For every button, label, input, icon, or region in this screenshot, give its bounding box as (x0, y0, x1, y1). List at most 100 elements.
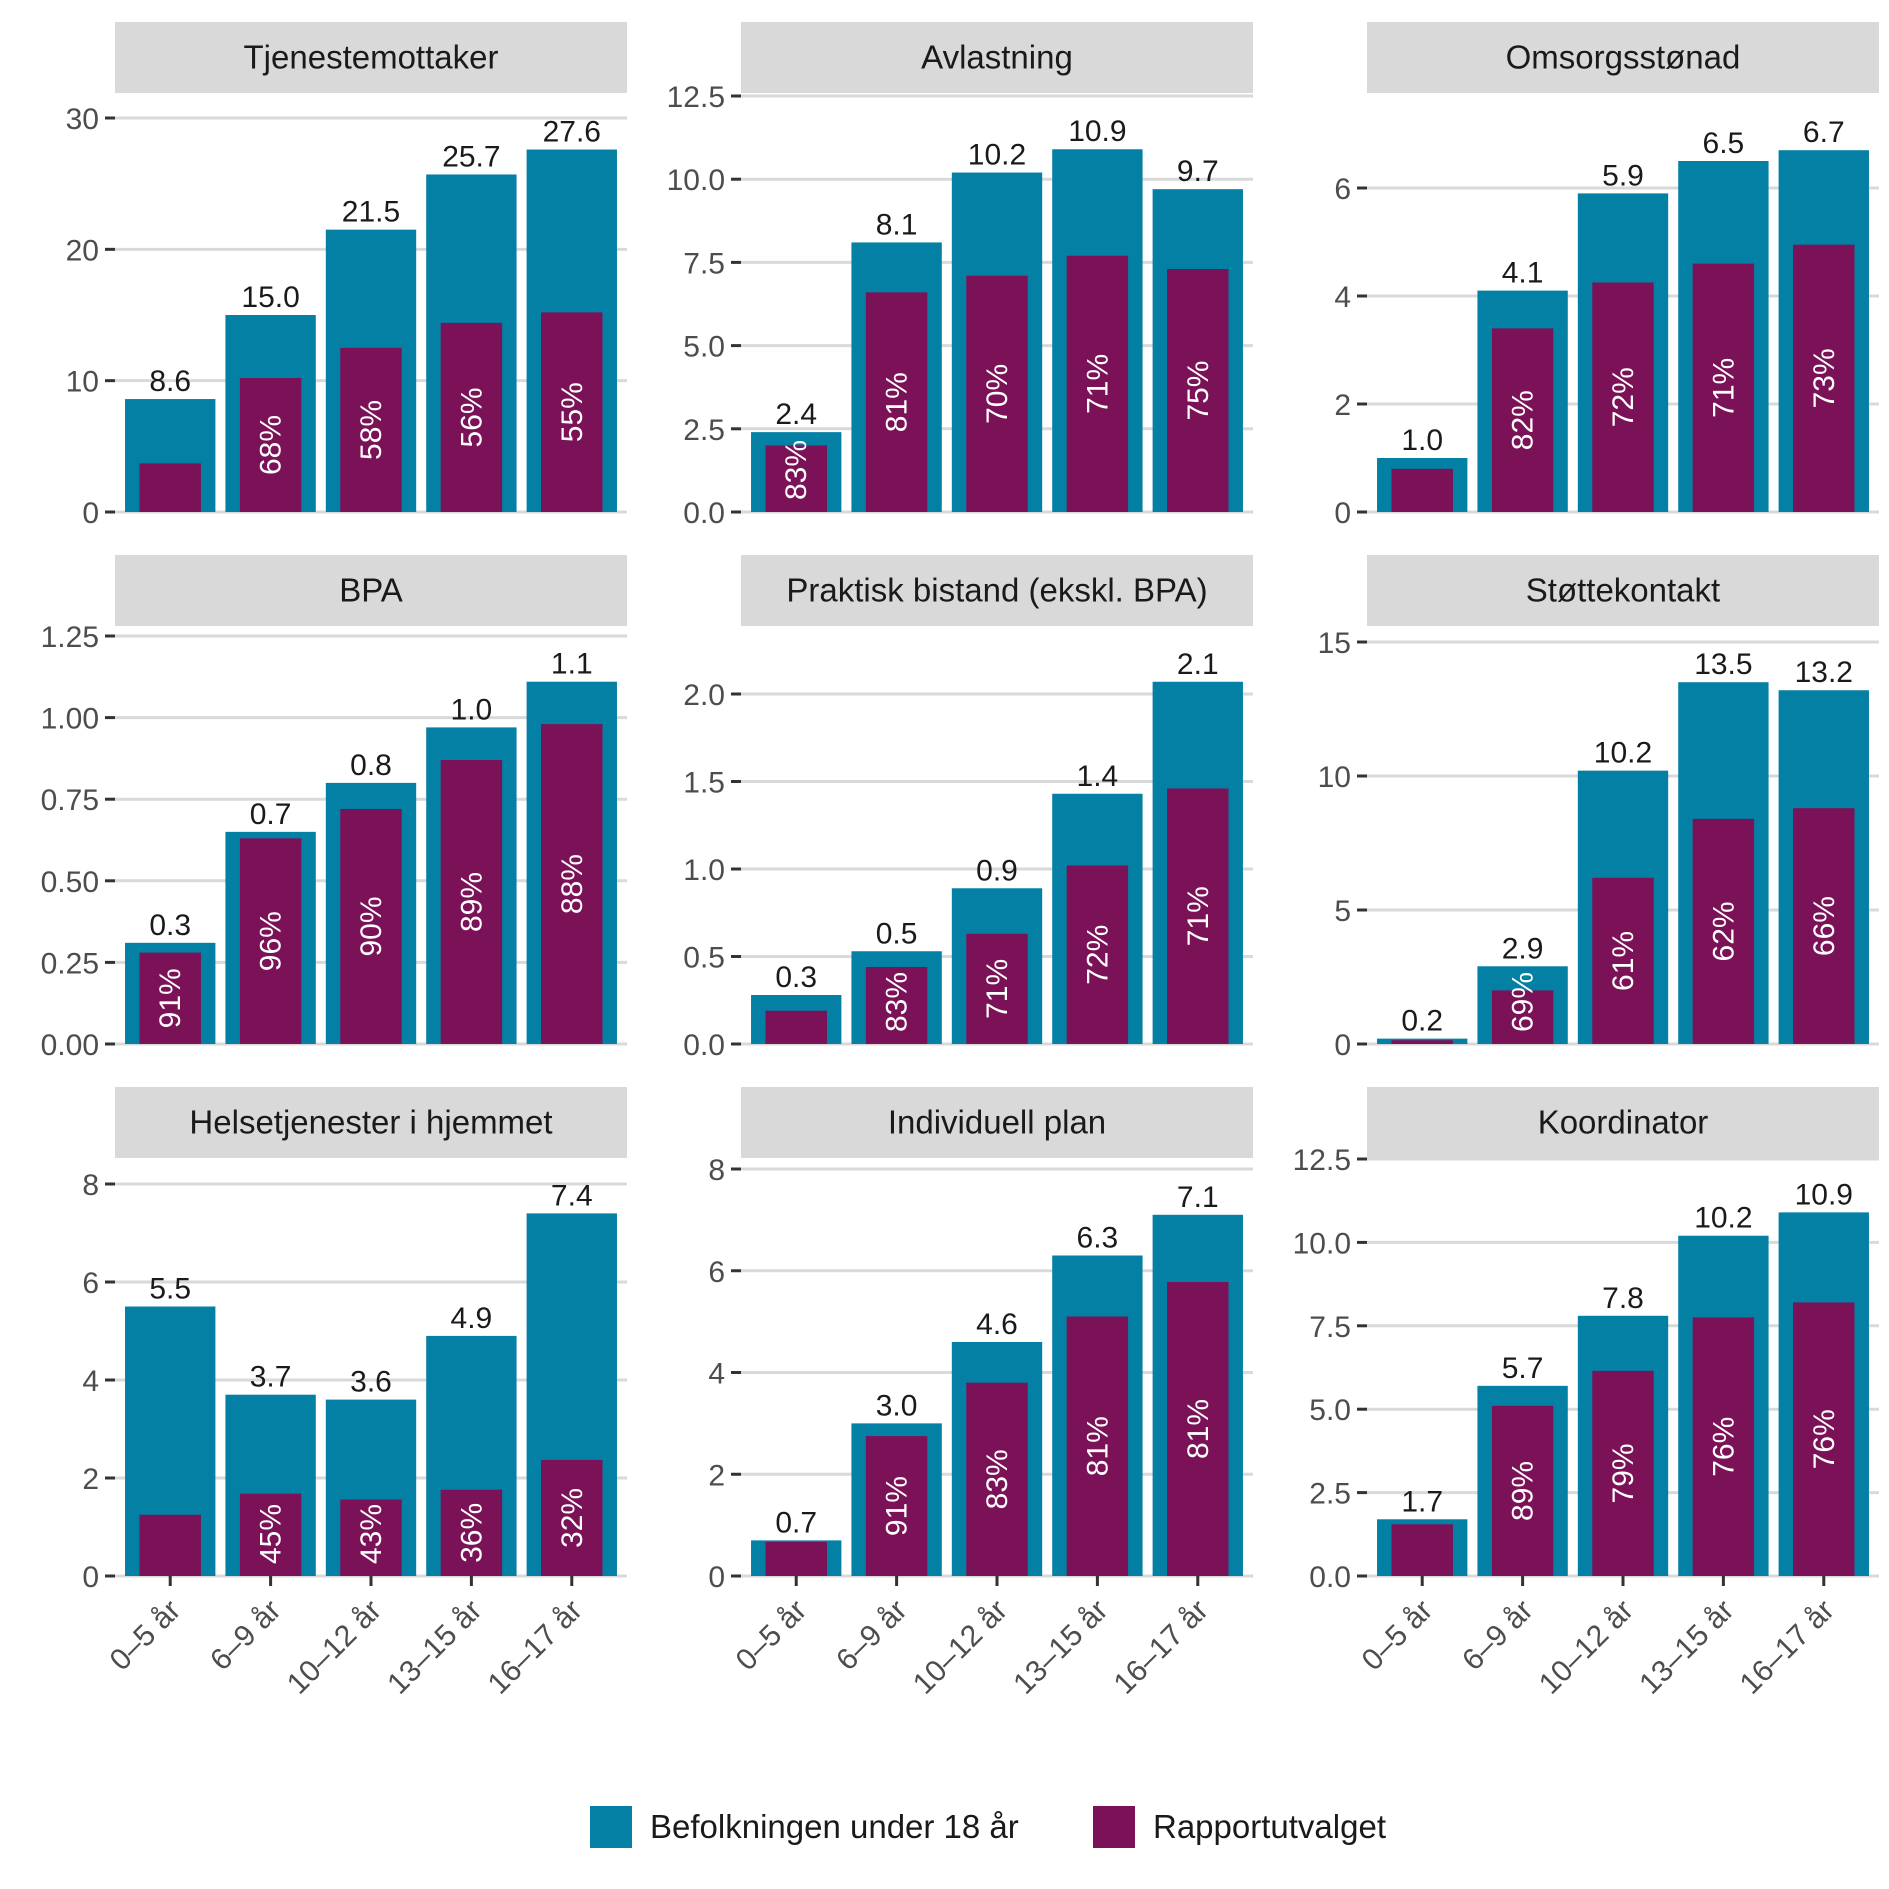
sample-percent-label: 43% (355, 1504, 388, 1564)
y-tick-label: 0 (1334, 497, 1351, 530)
sample-bar (966, 275, 1028, 512)
x-tick-label: 10–12 år (1533, 1594, 1640, 1701)
facet-title: Individuell plan (888, 1104, 1106, 1141)
sample-bar (865, 1436, 928, 1576)
y-tick-label: 0.5 (683, 942, 725, 975)
population-value-label: 3.0 (876, 1389, 918, 1422)
population-value-label: 13.5 (1694, 648, 1752, 681)
population-value-label: 10.9 (1795, 1178, 1853, 1211)
y-tick-label: 7.5 (683, 247, 725, 280)
population-value-label: 8.1 (876, 208, 918, 241)
x-tick-label: 16–17 år (1734, 1594, 1841, 1701)
sample-percent-label: 66% (1808, 896, 1841, 956)
sample-bar (1793, 1302, 1855, 1576)
y-tick-label: 4 (708, 1358, 725, 1391)
sample-percent-label: 91% (881, 1476, 914, 1536)
sample-percent-label: 68% (255, 415, 288, 475)
sample-percent-label: 58% (355, 400, 388, 460)
sample-bar (765, 1541, 827, 1576)
sample-bar (1793, 244, 1855, 512)
sample-bar (440, 760, 503, 1044)
sample-percent-label: 81% (881, 372, 914, 432)
sample-percent-label: 96% (255, 911, 288, 971)
sample-bar (1491, 990, 1554, 1044)
y-tick-label: 2.5 (1309, 1478, 1351, 1511)
y-tick-label: 7.5 (1309, 1311, 1351, 1344)
legend-label-sample: Rapportutvalget (1153, 1808, 1386, 1845)
facet-panel-9: Koordinator 0.0 2.5 5.0 7.5 10.0 12.5 1.7 0–5 år… (1293, 1087, 1879, 1701)
population-value-label: 15.0 (241, 281, 299, 314)
sample-bar (139, 952, 201, 1044)
sample-percent-label: 75% (1182, 361, 1215, 421)
facet-panel-2: Avlastning 0.0 2.5 5.0 7.5 10.0 12.5 2.4 83% 8.1 8… (667, 22, 1253, 530)
facet-strip (741, 22, 1253, 93)
facet-strip (115, 22, 627, 93)
y-tick-label: 0 (82, 1561, 99, 1594)
sample-bar (1167, 269, 1229, 512)
sample-percent-label: 76% (1707, 1417, 1740, 1477)
facet-panel-1: Tjenestemottaker 0 10 20 30 8.6 15.0 68% 21.5 58%… (66, 22, 627, 530)
population-value-label: 2.4 (775, 398, 817, 431)
y-tick-label: 2 (708, 1459, 725, 1492)
sample-percent-label: 71% (1081, 354, 1114, 414)
y-tick-label: 30 (66, 103, 99, 136)
sample-bar (139, 463, 201, 512)
sample-percent-label: 90% (355, 896, 388, 956)
legend-swatch-sample (1093, 1806, 1135, 1848)
sample-bar (440, 322, 503, 512)
population-value-label: 10.2 (1694, 1202, 1752, 1235)
facet-title: Avlastning (921, 39, 1073, 76)
sample-percent-label: 62% (1707, 901, 1740, 961)
sample-bar (865, 967, 928, 1044)
x-tick-label: 6–9 år (204, 1594, 287, 1677)
sample-bar (440, 1489, 503, 1576)
sample-bar (340, 808, 402, 1044)
y-tick-label: 0 (82, 497, 99, 530)
facet-title: BPA (339, 572, 403, 609)
facet-strip (1367, 22, 1879, 93)
y-tick-label: 4 (82, 1365, 99, 1398)
sample-bar (139, 1514, 201, 1576)
facet-title: Omsorgsstønad (1506, 39, 1741, 76)
population-value-label: 2.9 (1502, 932, 1544, 965)
population-value-label: 0.5 (876, 917, 918, 950)
sample-bar (1491, 1405, 1554, 1576)
facet-title: Tjenestemottaker (244, 39, 499, 76)
population-value-label: 9.7 (1177, 155, 1219, 188)
y-tick-label: 1.00 (41, 703, 99, 736)
y-tick-label: 0.0 (1309, 1561, 1351, 1594)
sample-bar (1491, 328, 1554, 512)
sample-percent-label: 83% (881, 972, 914, 1032)
y-tick-label: 1.5 (683, 767, 725, 800)
sample-bar (340, 1499, 402, 1576)
population-value-label: 0.7 (250, 798, 292, 831)
sample-percent-label: 82% (1507, 390, 1540, 450)
facet-title: Helsetjenester i hjemmet (189, 1104, 552, 1141)
facet-panel-6: Støttekontakt 0 5 10 15 0.2 2.9 69% 10.2 61% 13.5 6… (1318, 555, 1879, 1062)
population-value-label: 5.7 (1502, 1352, 1544, 1385)
y-tick-label: 6 (82, 1267, 99, 1300)
y-tick-label: 5.0 (1309, 1394, 1351, 1427)
sample-percent-label: 71% (1182, 886, 1215, 946)
y-tick-label: 8 (82, 1169, 99, 1202)
x-tick-label: 6–9 år (1456, 1594, 1539, 1677)
x-tick-label: 6–9 år (830, 1594, 913, 1677)
x-tick-label: 16–17 år (482, 1594, 589, 1701)
x-tick-label: 10–12 år (907, 1594, 1014, 1701)
population-value-label: 0.9 (976, 854, 1018, 887)
y-tick-label: 0.25 (41, 947, 99, 980)
population-value-label: 1.4 (1077, 760, 1119, 793)
legend-label-population: Befolkningen under 18 år (650, 1808, 1019, 1845)
y-tick-label: 8 (708, 1154, 725, 1187)
sample-percent-label: 71% (981, 959, 1014, 1019)
y-tick-label: 0.75 (41, 784, 99, 817)
y-tick-label: 0 (708, 1561, 725, 1594)
sample-percent-label: 81% (1081, 1416, 1114, 1476)
x-tick-label: 13–15 år (1007, 1594, 1114, 1701)
population-value-label: 3.6 (350, 1366, 392, 1399)
sample-bar (1066, 1316, 1129, 1576)
population-value-label: 7.4 (551, 1179, 593, 1212)
y-tick-label: 10.0 (1293, 1227, 1351, 1260)
y-tick-label: 2.5 (683, 414, 725, 447)
